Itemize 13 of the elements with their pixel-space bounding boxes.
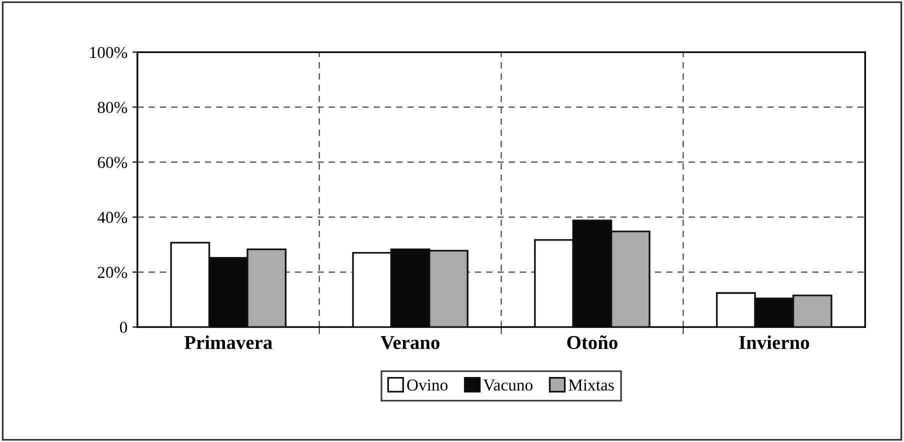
- y-tick-label: 0: [120, 322, 128, 334]
- x-tick-label: Otoño: [567, 335, 618, 350]
- y-tick-label: 60%: [98, 156, 128, 168]
- y-tick-label: 20%: [98, 266, 128, 278]
- x-tick-label: Verano: [380, 336, 440, 350]
- x-tick-label: Invierno: [739, 335, 810, 350]
- y-tick-label: 100%: [90, 46, 128, 58]
- y-tick-label: 40%: [97, 212, 128, 224]
- y-tick-label: 80%: [98, 102, 128, 114]
- legend-label: Mixtas: [568, 379, 614, 391]
- legend-label: Ovino: [407, 379, 448, 391]
- x-tick-label: Primavera: [184, 335, 272, 350]
- legend-label: Vacuno: [483, 380, 532, 391]
